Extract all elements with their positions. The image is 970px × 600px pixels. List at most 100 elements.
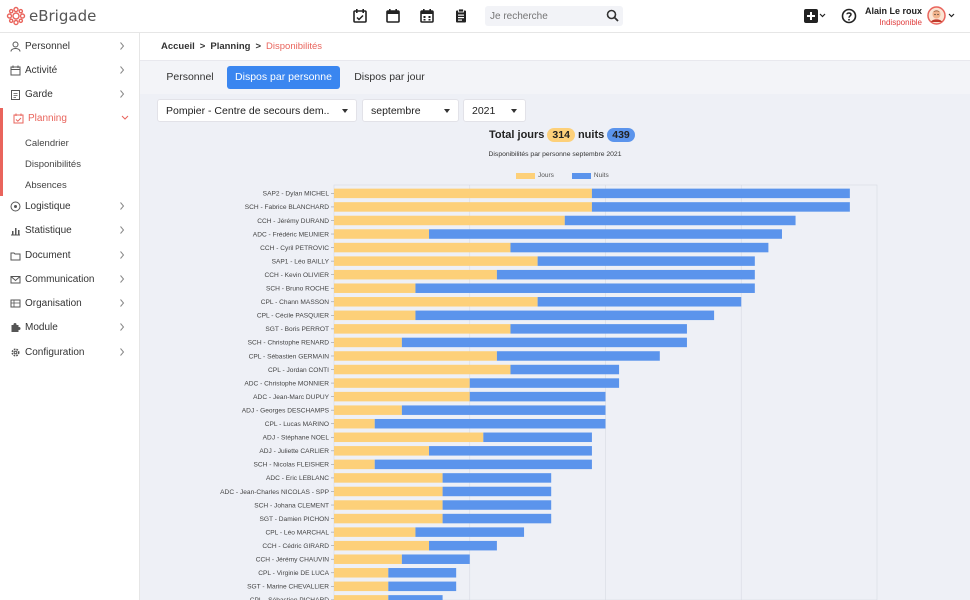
- bar-nuits[interactable]: [442, 500, 552, 510]
- unit-select[interactable]: Pompier - Centre de secours dem..: [157, 99, 357, 122]
- bar-jours[interactable]: [334, 568, 389, 578]
- bar-jours[interactable]: [334, 297, 538, 307]
- avatar[interactable]: [927, 6, 946, 25]
- bar-jours[interactable]: [334, 581, 389, 592]
- bar-nuits[interactable]: [388, 595, 443, 600]
- bar-nuits[interactable]: [388, 568, 457, 578]
- bar-nuits[interactable]: [564, 215, 796, 226]
- bar-jours[interactable]: [334, 269, 497, 280]
- y-tick-label: CCH - Jérémy DURAND: [257, 218, 329, 225]
- month-select[interactable]: septembre: [362, 99, 459, 122]
- bar-nuits[interactable]: [591, 202, 850, 212]
- bar-jours[interactable]: [334, 215, 565, 226]
- bar-jours[interactable]: [334, 188, 592, 199]
- calendar-grid-icon[interactable]: [419, 8, 435, 24]
- bar-nuits[interactable]: [401, 337, 687, 348]
- bar-nuits[interactable]: [537, 256, 755, 266]
- bar-nuits[interactable]: [442, 486, 552, 497]
- bar-nuits[interactable]: [429, 229, 782, 239]
- bar-nuits[interactable]: [429, 540, 497, 551]
- bar-jours[interactable]: [334, 337, 402, 348]
- bar-nuits[interactable]: [374, 459, 592, 470]
- bar-nuits[interactable]: [469, 391, 606, 402]
- bar-nuits[interactable]: [537, 297, 742, 307]
- sidebar-item-module[interactable]: Module: [0, 317, 140, 339]
- sidebar-item-garde[interactable]: Garde: [0, 84, 140, 106]
- sidebar-item-communication[interactable]: Communication: [0, 269, 140, 291]
- sidebar-subitem-disponibilites[interactable]: Disponibilités: [25, 159, 81, 170]
- bar-jours[interactable]: [334, 459, 375, 470]
- calendar-check-icon[interactable]: [352, 8, 368, 24]
- clipboard-icon[interactable]: [453, 8, 469, 24]
- sidebar-subitem-absences[interactable]: Absences: [25, 180, 67, 191]
- bar-jours[interactable]: [334, 473, 443, 483]
- tab-dispos-par-personne[interactable]: Dispos par personne: [227, 66, 340, 89]
- sidebar-item-organisation[interactable]: Organisation: [0, 293, 140, 315]
- sidebar-item-document[interactable]: Document: [0, 245, 140, 267]
- bar-jours[interactable]: [334, 432, 484, 443]
- bar-nuits[interactable]: [483, 432, 592, 443]
- breadcrumb-section[interactable]: Planning: [210, 41, 251, 52]
- bar-nuits[interactable]: [415, 283, 755, 293]
- tab-dispos-par-jour[interactable]: Dispos par jour: [354, 71, 425, 83]
- chevron-down-icon[interactable]: [819, 13, 826, 18]
- sidebar-item-personnel[interactable]: Personnel: [0, 36, 140, 58]
- bar-jours[interactable]: [334, 513, 443, 524]
- bar-nuits[interactable]: [510, 364, 620, 375]
- bar-jours[interactable]: [334, 364, 511, 375]
- bar-jours[interactable]: [334, 351, 497, 361]
- bar-nuits[interactable]: [496, 269, 755, 280]
- bar-nuits[interactable]: [429, 446, 592, 456]
- bar-nuits[interactable]: [374, 418, 606, 429]
- sidebar-subitem-calendrier[interactable]: Calendrier: [25, 138, 69, 149]
- year-select[interactable]: 2021: [463, 99, 526, 122]
- user-name[interactable]: Alain Le roux: [864, 6, 922, 16]
- bar-nuits[interactable]: [401, 405, 606, 415]
- search-icon[interactable]: [606, 9, 619, 22]
- calendar-icon[interactable]: [385, 8, 401, 24]
- bar-nuits[interactable]: [415, 527, 525, 537]
- bar-jours[interactable]: [334, 310, 416, 321]
- breadcrumb-home[interactable]: Accueil: [161, 41, 195, 52]
- sidebar-item-configuration[interactable]: Configuration: [0, 342, 140, 364]
- bar-nuits[interactable]: [510, 242, 769, 253]
- add-icon[interactable]: [803, 8, 819, 24]
- bar-jours[interactable]: [334, 256, 538, 266]
- bar-jours[interactable]: [334, 486, 443, 497]
- bar-jours[interactable]: [334, 229, 430, 239]
- bar-jours[interactable]: [334, 242, 511, 253]
- bar-jours[interactable]: [334, 378, 470, 388]
- app-logo[interactable]: eBrigade: [6, 6, 96, 26]
- bar-jours[interactable]: [334, 391, 470, 402]
- bar-jours[interactable]: [334, 554, 402, 564]
- bar-jours[interactable]: [334, 324, 511, 334]
- sidebar-item-statistique[interactable]: Statistique: [0, 220, 140, 242]
- bar-jours[interactable]: [334, 405, 402, 415]
- bar-nuits[interactable]: [415, 310, 715, 321]
- bar-jours[interactable]: [334, 500, 443, 510]
- search-box[interactable]: [485, 6, 623, 26]
- bar-nuits[interactable]: [510, 324, 687, 334]
- bar-jours[interactable]: [334, 540, 430, 551]
- bar-nuits[interactable]: [591, 188, 850, 199]
- bar-jours[interactable]: [334, 595, 389, 600]
- search-input[interactable]: [490, 8, 600, 24]
- sidebar-item-planning[interactable]: Planning: [0, 108, 140, 130]
- bar-nuits[interactable]: [442, 473, 552, 483]
- tab-personnel[interactable]: Personnel: [166, 71, 214, 83]
- help-icon[interactable]: [841, 8, 857, 24]
- breadcrumb-separator: >: [199, 41, 206, 52]
- bar-jours[interactable]: [334, 283, 416, 293]
- bar-jours[interactable]: [334, 527, 416, 537]
- bar-nuits[interactable]: [496, 351, 660, 361]
- bar-nuits[interactable]: [388, 581, 457, 592]
- bar-jours[interactable]: [334, 446, 430, 456]
- sidebar-item-logistique[interactable]: Logistique: [0, 196, 140, 218]
- bar-nuits[interactable]: [442, 513, 552, 524]
- bar-nuits[interactable]: [401, 554, 470, 564]
- chevron-down-icon[interactable]: [948, 13, 955, 18]
- bar-jours[interactable]: [334, 202, 592, 212]
- bar-nuits[interactable]: [469, 378, 620, 388]
- sidebar-item-activite[interactable]: Activité: [0, 60, 140, 82]
- bar-jours[interactable]: [334, 418, 375, 429]
